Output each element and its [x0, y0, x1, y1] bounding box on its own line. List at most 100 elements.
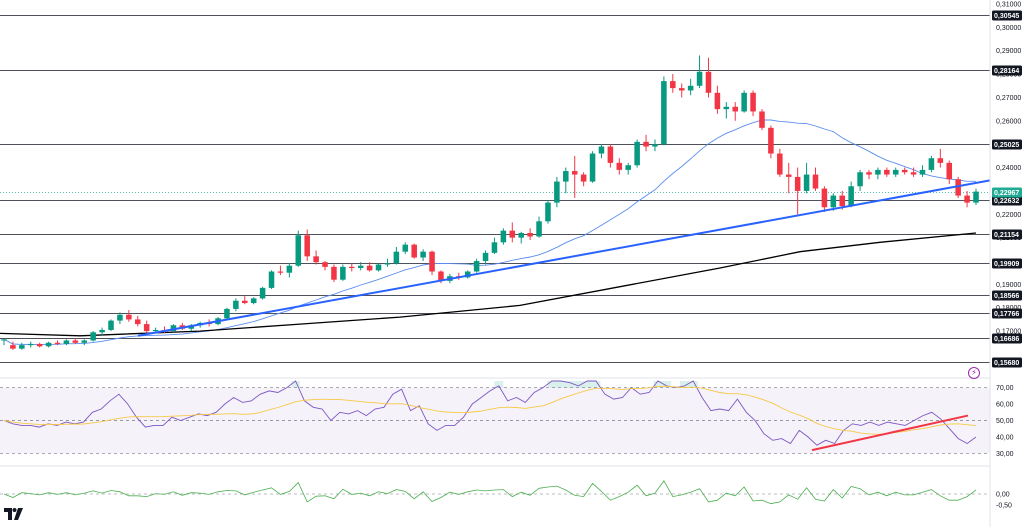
candle-body: [794, 176, 801, 191]
level-tag-label: 0,22632: [994, 198, 1019, 205]
short-moving-average-line: [3, 119, 976, 346]
candle-body: [678, 88, 685, 91]
macd-tick-label: -0,50: [996, 503, 1012, 510]
candle-body: [393, 251, 400, 264]
current-price-tag: [992, 187, 1022, 198]
candle-body: [732, 106, 738, 112]
candle-body: [90, 332, 96, 341]
candle-body: [340, 266, 346, 280]
candle-body: [429, 251, 435, 272]
candle-body: [63, 340, 70, 344]
price-tick-label: 0,24000: [996, 165, 1021, 172]
lightning-icon[interactable]: ⚡: [968, 367, 980, 379]
candle-body: [910, 172, 917, 175]
level-tag: [992, 290, 1022, 301]
rsi-overbought-fill: [494, 381, 504, 388]
level-tag: [992, 308, 1022, 319]
candle-body: [625, 165, 631, 170]
candle-body: [27, 343, 34, 346]
candle-body: [152, 329, 159, 332]
candle-body: [384, 263, 391, 265]
candle-body: [313, 256, 319, 263]
candle-body: [482, 252, 489, 262]
rsi-overbought-fill: [653, 381, 663, 388]
candle-body: [661, 81, 667, 145]
level-tag-label: 0,25025: [994, 142, 1019, 149]
tradingview-logo[interactable]: [4, 508, 24, 520]
macd-tick-label: 0,00: [996, 492, 1010, 499]
candle-body: [545, 202, 551, 222]
candle-body: [366, 265, 373, 271]
candle-body: [322, 262, 328, 267]
rsi-overbought-fill: [679, 381, 689, 388]
candle-body: [242, 300, 248, 304]
candle-body: [875, 169, 881, 175]
level-tag-label: 0,28164: [994, 68, 1019, 75]
candle-body: [250, 298, 257, 304]
candle-body: [81, 340, 88, 343]
level-tag-label: 0,19909: [994, 261, 1019, 268]
candle-body: [803, 174, 810, 191]
candle-body: [892, 169, 899, 175]
candle-body: [812, 174, 819, 189]
candle-body: [785, 174, 792, 177]
candle-body: [295, 235, 302, 266]
candle-body: [821, 188, 828, 208]
candle-body: [99, 329, 105, 333]
rsi-line: [3, 380, 977, 446]
candle-body: [946, 162, 953, 180]
candle-body: [357, 265, 364, 269]
current-price-label: 0,22967: [994, 190, 1019, 197]
candle-body: [714, 92, 721, 110]
candle-body: [143, 324, 150, 332]
candle-body: [527, 232, 533, 237]
rsi-overbought-fill: [662, 381, 672, 388]
candle-body: [36, 343, 43, 347]
rsi-average-line: [3, 385, 977, 435]
level-tag-label: 0,15680: [994, 360, 1019, 367]
candle-body: [589, 153, 596, 182]
candle-body: [839, 195, 846, 207]
candle-body: [554, 181, 560, 203]
candle-body: [536, 221, 542, 237]
rsi-trendline: [811, 414, 969, 452]
candle-body: [759, 111, 765, 128]
candle-body: [973, 191, 979, 203]
level-tag-label: 0,17766: [994, 311, 1019, 318]
candle-body: [491, 242, 498, 253]
candle-body: [411, 244, 417, 258]
candle-body: [126, 314, 132, 320]
candle-body: [563, 171, 569, 182]
candle-body: [19, 345, 25, 349]
candle-body: [652, 144, 658, 147]
candle-body: [857, 172, 863, 187]
candle-body: [117, 314, 123, 321]
candle-body: [670, 81, 676, 89]
price-tick-label: 0,26000: [996, 118, 1021, 125]
level-tag: [992, 139, 1022, 150]
level-tag-label: 0,16686: [994, 336, 1019, 343]
candle-body: [634, 141, 640, 166]
candle-body: [277, 271, 284, 273]
level-tag: [992, 258, 1022, 269]
rsi-overbought-fill: [547, 381, 557, 388]
candle-body: [304, 235, 310, 257]
price-tick-label: 0,17000: [996, 329, 1021, 336]
candle-body: [741, 92, 747, 112]
candle-body: [580, 174, 587, 182]
price-tick-label: 0,30000: [996, 25, 1021, 32]
rsi-overbought-fill: [582, 381, 592, 388]
price-tick-label: 0,22000: [996, 212, 1021, 219]
candle-body: [884, 169, 890, 175]
candle-body: [696, 71, 703, 86]
candle-body: [509, 230, 516, 238]
candle-body: [420, 251, 426, 258]
candle-body: [402, 244, 409, 252]
candle-body: [500, 230, 507, 243]
candle-body: [473, 261, 480, 272]
price-tick-label: 0,27000: [996, 95, 1021, 102]
candle-body: [616, 162, 623, 170]
level-tag-label: 0,18566: [994, 293, 1019, 300]
